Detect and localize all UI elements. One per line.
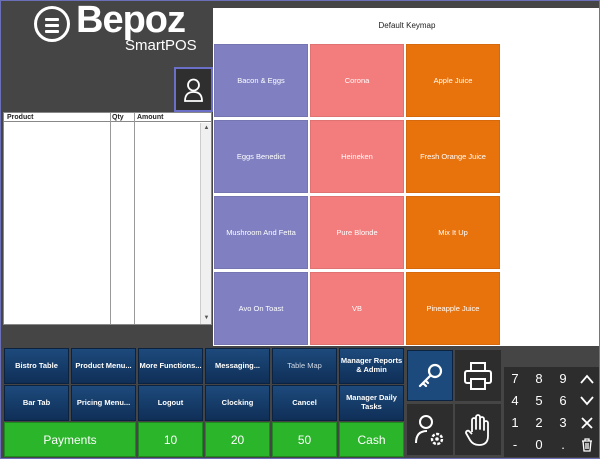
numpad-key[interactable]: 7 (511, 371, 519, 386)
numpad-key[interactable]: . (561, 437, 565, 452)
keymap-grid: Bacon & Eggs Corona Apple Juice Eggs Ben… (213, 44, 599, 346)
product-key[interactable]: Eggs Benedict (214, 120, 308, 193)
more-functions-button[interactable]: More Functions... (138, 348, 203, 384)
bar-tab-button[interactable]: Bar Tab (4, 385, 69, 421)
user-icon (184, 78, 203, 102)
pricing-menu-button[interactable]: Pricing Menu... (71, 385, 136, 421)
payments-button[interactable]: Payments (4, 422, 136, 457)
product-key[interactable]: Heineken (310, 120, 404, 193)
logout-button[interactable]: Logout (138, 385, 203, 421)
trash-icon[interactable] (576, 434, 598, 455)
cash-50-button[interactable]: 50 (272, 422, 337, 457)
numpad-key[interactable]: 6 (559, 393, 567, 408)
product-key[interactable]: VB (310, 272, 404, 345)
numpad-key[interactable]: 9 (559, 371, 567, 386)
up-arrow-icon[interactable] (576, 368, 598, 389)
product-key[interactable]: Mushroom And Fetta (214, 196, 308, 269)
column-amount: Amount (137, 114, 164, 121)
product-key[interactable]: Pineapple Juice (406, 272, 500, 345)
printer-icon (464, 361, 492, 390)
user-settings-button[interactable] (407, 404, 453, 455)
key-icon (418, 363, 443, 387)
numpad-key[interactable]: 4 (511, 393, 519, 408)
cash-20-button[interactable]: 20 (205, 422, 270, 457)
manager-reports-button[interactable]: Manager Reports & Admin (339, 348, 404, 384)
product-key[interactable]: Bacon & Eggs (214, 44, 308, 117)
product-key[interactable]: Apple Juice (406, 44, 500, 117)
clocking-button[interactable]: Clocking (205, 385, 270, 421)
cash-10-button[interactable]: 10 (138, 422, 203, 457)
numpad-key[interactable]: 1 (511, 415, 519, 430)
numpad-key[interactable]: 8 (535, 371, 543, 386)
product-key[interactable]: Avo On Toast (214, 272, 308, 345)
logo-area: Bepoz SmartPOS (1, 1, 211, 111)
menu-icon[interactable] (34, 6, 70, 42)
cancel-button[interactable]: Cancel (272, 385, 337, 421)
user-button[interactable] (174, 67, 213, 112)
scroll-down-icon[interactable]: ▼ (203, 315, 210, 321)
product-key[interactable]: Mix It Up (406, 196, 500, 269)
numpad-key[interactable]: - (512, 437, 518, 452)
order-table-header: Product Qty Amount (4, 113, 211, 122)
column-qty: Qty (112, 114, 124, 121)
manager-daily-tasks-button[interactable]: Manager Daily Tasks (339, 385, 404, 421)
user-gear-icon (415, 414, 444, 445)
product-key[interactable]: Pure Blonde (310, 196, 404, 269)
print-button[interactable] (455, 350, 501, 401)
column-product: Product (7, 114, 34, 121)
numpad-key[interactable]: 5 (535, 393, 543, 408)
brand-name: Bepoz (76, 1, 186, 41)
product-key[interactable]: Corona (310, 44, 404, 117)
column-divider (110, 113, 111, 324)
numpad-key[interactable]: 2 (535, 415, 543, 430)
down-arrow-icon[interactable] (576, 390, 598, 411)
product-menu-button[interactable]: Product Menu... (71, 348, 136, 384)
table-map-button[interactable]: Table Map (272, 348, 337, 384)
bistro-table-button[interactable]: Bistro Table (4, 348, 69, 384)
cash-button[interactable]: Cash (339, 422, 404, 457)
order-table[interactable]: Product Qty Amount ▲ ▼ (3, 112, 212, 325)
close-icon[interactable] (576, 412, 598, 433)
brand-subtitle: SmartPOS (125, 37, 197, 54)
scroll-up-icon[interactable]: ▲ (203, 125, 210, 131)
product-key[interactable]: Fresh Orange Juice (406, 120, 500, 193)
numpad: 7 8 9 4 5 6 1 2 3 - 0 . (504, 367, 599, 457)
hold-button[interactable] (455, 404, 501, 455)
hand-icon (465, 413, 489, 446)
order-scrollbar[interactable]: ▲ ▼ (200, 123, 211, 324)
key-button[interactable] (407, 350, 453, 401)
messaging-button[interactable]: Messaging... (205, 348, 270, 384)
column-divider (134, 113, 135, 324)
keymap-title: Default Keymap (213, 8, 599, 44)
numpad-key[interactable]: 0 (535, 437, 543, 452)
numpad-key[interactable]: 3 (559, 415, 567, 430)
